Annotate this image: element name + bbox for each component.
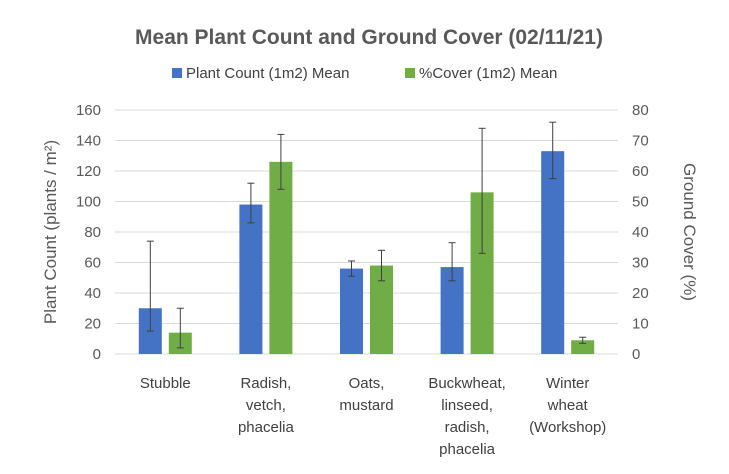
- x-category-label: Oats, mustard: [339, 375, 393, 414]
- x-axis: Stubble Radish, vetch, phacelia Oats, mustard…: [140, 375, 606, 458]
- y-left-tick-label: 120: [76, 163, 101, 180]
- legend-swatch-plant-count: [172, 68, 182, 78]
- bar-ground-cover: [370, 265, 393, 354]
- y-right-tick-label: 80: [632, 102, 649, 119]
- y-left-tick-label: 0: [93, 346, 101, 363]
- y-right-tick-label: 50: [632, 194, 649, 211]
- legend-label-cover: %Cover (1m2) Mean: [419, 65, 557, 82]
- y-right-tick-label: 60: [632, 163, 649, 180]
- gridlines: [115, 109, 618, 355]
- y-axis-left: 0 20 40 60 80 100 120 140 160: [76, 102, 101, 363]
- y-left-tick-label: 60: [84, 255, 101, 272]
- y-axis-right-title: Ground Cover (%): [680, 163, 699, 301]
- y-right-tick-label: 30: [632, 255, 649, 272]
- bar-plant-count: [340, 268, 363, 354]
- y-axis-right: 0 10 20 30 40 50 60 70 80: [632, 102, 649, 363]
- legend-label-plant-count: Plant Count (1m2) Mean: [186, 65, 349, 82]
- legend-swatch-cover: [405, 68, 415, 78]
- x-category-label: Winter wheat (Workshop): [529, 375, 606, 436]
- bar-ground-cover: [269, 161, 293, 354]
- x-category-label: Buckwheat, linseed, radish, phacelia: [428, 375, 506, 458]
- y-right-tick-label: 0: [632, 346, 640, 363]
- y-left-tick-label: 160: [76, 102, 101, 119]
- y-left-tick-label: 40: [84, 285, 101, 302]
- bar-plant-count: [541, 151, 565, 354]
- y-right-tick-label: 70: [632, 133, 649, 150]
- plot-area: [138, 121, 595, 354]
- y-right-tick-label: 40: [632, 224, 649, 241]
- bar-ground-cover: [470, 192, 494, 354]
- x-category-label: Radish, vetch, phacelia: [238, 375, 295, 436]
- legend: Plant Count (1m2) Mean %Cover (1m2) Mean: [172, 65, 557, 82]
- y-left-tick-label: 20: [84, 316, 101, 333]
- chart-title: Mean Plant Count and Ground Cover (02/11…: [135, 26, 603, 49]
- bar-plant-count: [239, 204, 263, 354]
- x-category-label: Stubble: [140, 375, 191, 392]
- bar-plant-count: [440, 267, 464, 354]
- y-left-tick-label: 80: [84, 224, 101, 241]
- bar-ground-cover: [571, 340, 595, 354]
- y-right-tick-label: 10: [632, 316, 649, 333]
- y-right-tick-label: 20: [632, 285, 649, 302]
- y-left-tick-label: 100: [76, 194, 101, 211]
- y-left-tick-label: 140: [76, 133, 101, 150]
- y-axis-left-title: Plant Count (plants / m²): [41, 140, 60, 324]
